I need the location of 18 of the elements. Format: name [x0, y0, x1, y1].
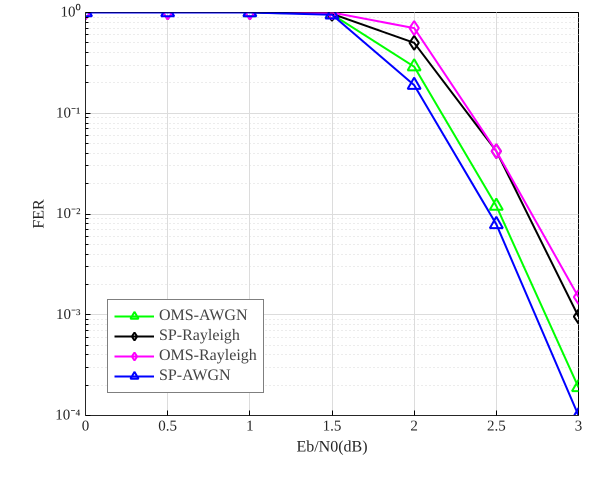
y-axis-title: FER [30, 199, 48, 229]
legend-label: OMS-Rayleigh [159, 347, 257, 365]
y-tick-label: 10⁻¹ [56, 105, 81, 122]
legend-label: OMS-AWGN [159, 307, 248, 325]
y-tick-label: 10⁰ [60, 4, 80, 20]
y-tick-label: 10⁻³ [56, 306, 82, 323]
x-tick-label: 2.5 [486, 418, 506, 434]
x-tick-label: 3 [574, 418, 582, 434]
y-tick-label: 10⁻⁴ [55, 408, 81, 424]
x-tick-label: 1.5 [322, 418, 342, 434]
x-tick-label: 0.5 [158, 418, 178, 434]
legend-label: SP-Rayleigh [159, 327, 240, 345]
x-tick-label: 1 [246, 418, 254, 434]
legend-label: SP-AWGN [159, 367, 231, 385]
x-axis-title: Eb/N0(dB) [296, 438, 368, 456]
y-tick-label: 10⁻² [56, 206, 82, 222]
x-tick-label: 0 [82, 418, 90, 434]
x-tick-label: 2 [410, 418, 418, 434]
